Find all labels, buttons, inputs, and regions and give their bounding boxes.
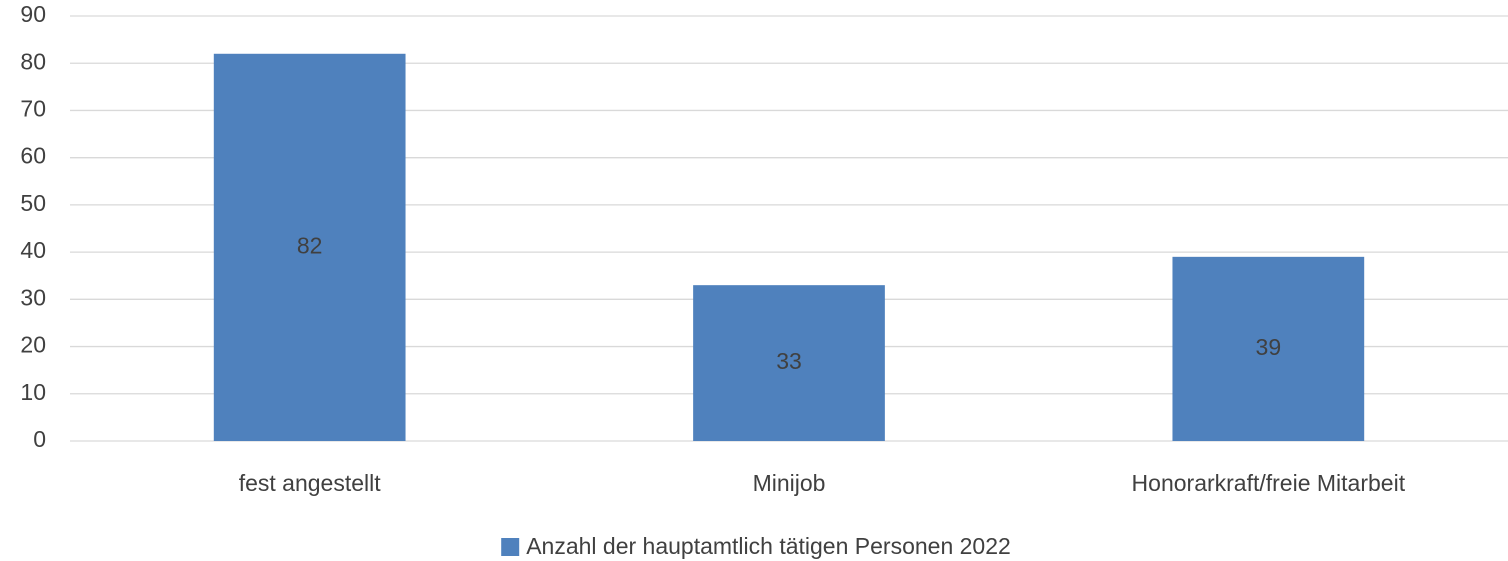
y-tick-label: 30	[20, 284, 46, 310]
bar	[1172, 256, 1365, 441]
y-tick-label: 70	[20, 96, 46, 122]
bar	[693, 285, 885, 441]
legend-swatch	[501, 538, 520, 556]
y-tick-label: 20	[20, 332, 46, 358]
data-label: 39	[1256, 334, 1282, 360]
y-tick-label: 40	[20, 237, 46, 263]
y-tick-label: 50	[20, 190, 46, 216]
y-tick-label: 60	[20, 143, 46, 169]
y-tick-label: 90	[20, 1, 46, 27]
data-label: 33	[776, 348, 802, 374]
data-label: 82	[297, 232, 323, 258]
legend-label: Anzahl der hauptamtlich tätigen Personen…	[526, 533, 1011, 559]
y-tick-label: 80	[20, 48, 46, 74]
y-tick-label: 0	[33, 426, 46, 452]
bar	[213, 53, 406, 442]
x-tick-label: fest angestellt	[239, 470, 382, 496]
y-tick-label: 10	[20, 379, 46, 405]
x-tick-label: Minijob	[753, 470, 826, 496]
x-tick-label: Honorarkraft/freie Mitarbeit	[1132, 470, 1406, 496]
